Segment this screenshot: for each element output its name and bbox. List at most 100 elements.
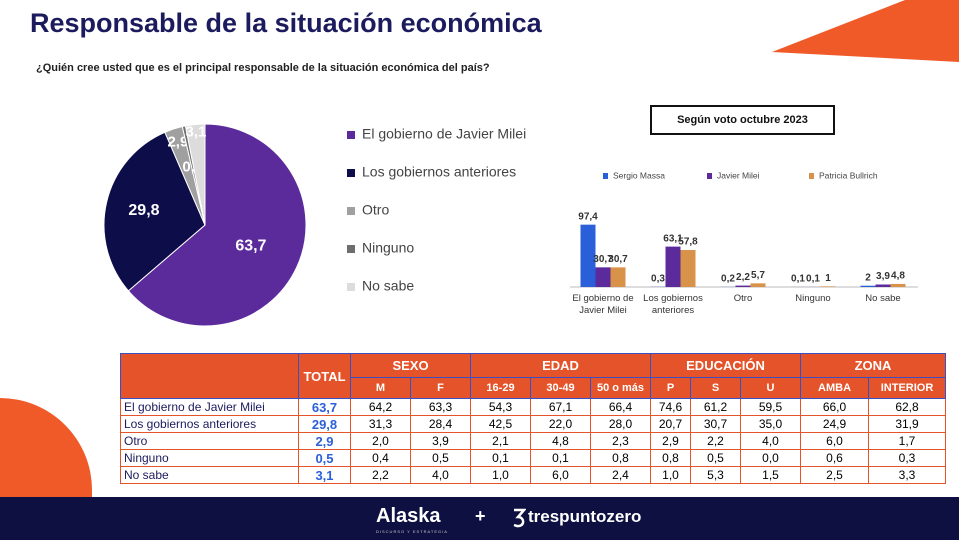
cell: 42,5 [470, 415, 531, 433]
legend-swatch [603, 173, 608, 179]
cell: 2,5 [800, 466, 870, 484]
bar [735, 285, 751, 287]
brand-left: Alaska [376, 505, 441, 527]
cell: 4,8 [530, 432, 591, 450]
cell: 2,9 [298, 432, 351, 450]
sub-header: P [650, 377, 692, 399]
sub-header: INTERIOR [868, 377, 947, 399]
bar [875, 284, 891, 287]
decor-shape [772, 0, 959, 62]
table-row: El gobierno de Javier Milei 63,7 64,2 63,3 5… [120, 398, 947, 416]
bar-value-label: 2 [865, 272, 871, 283]
x-tick-label: No sabe [865, 293, 901, 304]
cell: 0,5 [690, 449, 742, 467]
cell: 29,8 [298, 415, 351, 433]
sub-header: AMBA [800, 377, 870, 399]
bar [860, 285, 876, 287]
cell: 31,3 [350, 415, 411, 433]
sub-header: 50 o más [589, 377, 652, 399]
cell: 6,0 [530, 466, 591, 484]
bar-value-label: 63,1 [663, 233, 683, 244]
x-tick-label: Los gobiernos anteriores [643, 293, 703, 316]
table-row: No sabe 3,1 2,2 4,0 1,0 6,0 2,4 1,0 5,3 1,5 2,5 3,3 [120, 466, 947, 484]
title: Responsable de la situación económica [30, 8, 542, 38]
cell: 28,4 [410, 415, 471, 433]
cell: 6,0 [800, 432, 870, 450]
cell: 59,5 [740, 398, 802, 416]
legend-swatch [347, 207, 355, 215]
legend-swatch [809, 173, 814, 179]
cell: 20,7 [650, 415, 692, 433]
cell: 0,6 [800, 449, 870, 467]
logo-icon [513, 508, 526, 528]
slice-label: 2,9 [167, 133, 188, 150]
slice-label: 3,1 [186, 123, 207, 140]
slice-label: 29,8 [128, 202, 159, 219]
bar-value-label: 5,7 [751, 270, 765, 281]
legend-swatch [347, 283, 355, 291]
bar [610, 267, 626, 287]
table: TOTAL SEXO EDAD EDUCACIÓN ZONA M F 16-29 30-49 5… [120, 353, 947, 484]
legend-label: No sabe [362, 278, 414, 294]
pie-slice [103, 131, 206, 292]
brand-tagline: DISCURSO Y ESTRATEGIA [376, 529, 448, 534]
bar [820, 286, 836, 287]
bar-value-label: 0,1 [806, 274, 820, 285]
table-row: Otro 2,9 2,0 3,9 2,1 4,8 2,3 2,9 2,2 4,0 6,0 1,7 [120, 432, 947, 450]
sub-header: 30-49 [530, 377, 591, 399]
bar-value-label: 0,2 [721, 274, 735, 285]
group-header: EDAD [469, 353, 652, 378]
cell: 2,2 [350, 466, 411, 484]
sub-header: M [350, 377, 411, 399]
cell: 2,4 [589, 466, 652, 484]
row-label: Ninguno [120, 449, 299, 467]
cell: 0,8 [650, 449, 692, 467]
cell: 64,2 [350, 398, 411, 416]
bar [890, 283, 906, 287]
bar [595, 267, 611, 287]
bar [580, 224, 596, 287]
cell: 1,5 [740, 466, 802, 484]
cell: 22,0 [530, 415, 591, 433]
cell: 4,0 [740, 432, 802, 450]
group-header: TOTAL [298, 353, 351, 399]
legend-swatch [347, 169, 355, 177]
cell: 63,7 [298, 398, 351, 416]
bar-value-label: 0,3 [651, 273, 665, 284]
cell: 0,5 [410, 449, 471, 467]
cell: 2,0 [350, 432, 411, 450]
decor-shape [0, 398, 92, 497]
cell: 28,0 [589, 415, 652, 433]
bar-chart-title: Según voto octubre 2023 [650, 105, 835, 135]
cell: 0,4 [350, 449, 411, 467]
bar-value-label: 30,7 [593, 254, 613, 265]
x-tick-label: Ninguno [795, 293, 831, 304]
bar-value-label: 4,8 [891, 271, 905, 282]
cell: 30,7 [690, 415, 742, 433]
cell: 63,3 [410, 398, 471, 416]
cell: 5,3 [690, 466, 742, 484]
cell: 2,1 [470, 432, 531, 450]
group-header: ZONA [800, 353, 947, 378]
cell: 3,9 [410, 432, 471, 450]
bar-value-label: 97,4 [578, 211, 598, 222]
legend-label: Otro [362, 202, 389, 218]
cell: 4,0 [410, 466, 471, 484]
bar-value-label: 2,2 [736, 272, 750, 283]
sub-header: S [690, 377, 742, 399]
plus: + [475, 506, 486, 526]
bar [680, 250, 696, 287]
row-label: Otro [120, 432, 299, 450]
cell: 2,3 [589, 432, 652, 450]
cell: 0,0 [740, 449, 802, 467]
slice-label: 63,7 [235, 237, 266, 254]
legend-label: El gobierno de Javier Milei [362, 126, 526, 142]
footer: Alaska DISCURSO Y ESTRATEGIA + trespunto… [0, 497, 959, 540]
cell: 31,9 [868, 415, 947, 433]
cell: 0,5 [298, 449, 351, 467]
pie-slice [184, 123, 206, 226]
cell: 0,1 [530, 449, 591, 467]
table-row: Los gobiernos anteriores 29,8 31,3 28,4 42,5… [120, 415, 947, 433]
